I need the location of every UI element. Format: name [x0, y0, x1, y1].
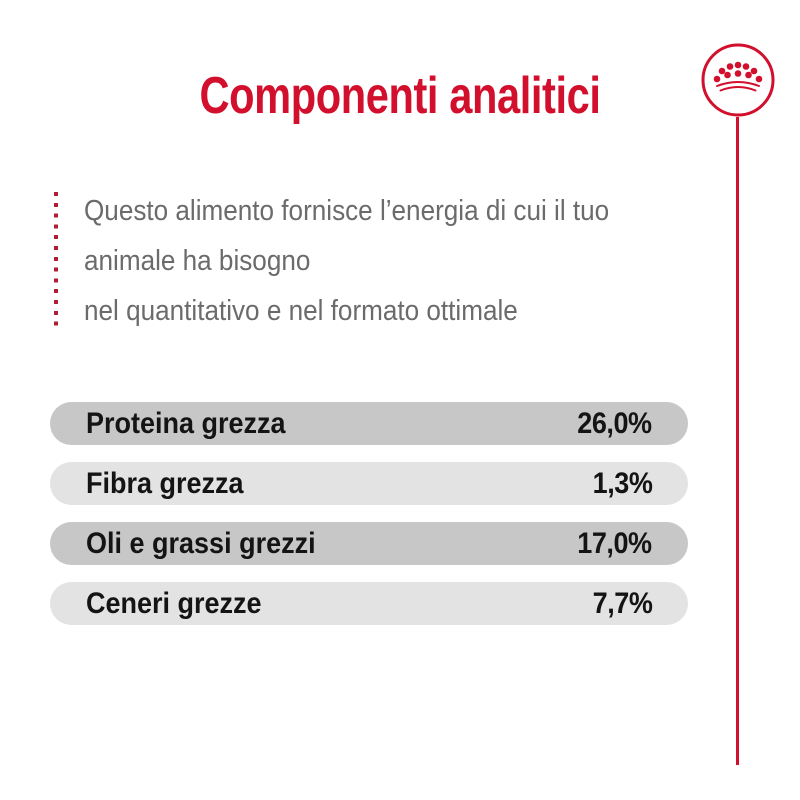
intro-line: nel quantitativo e nel formato ottimale [84, 295, 518, 327]
analytical-components-table: Proteina grezza 26,0% Fibra grezza 1,3% … [50, 402, 688, 642]
row-value: 7,7% [592, 586, 652, 620]
table-row: Fibra grezza 1,3% [50, 462, 688, 505]
intro-line: animale ha bisogno [84, 245, 311, 277]
royal-canin-crown-logo-icon [701, 43, 775, 117]
table-row: Oli e grassi grezzi 17,0% [50, 522, 688, 565]
row-value: 26,0% [577, 406, 653, 440]
intro-paragraph: Questo alimento fornisce l’energia di cu… [84, 186, 609, 336]
row-label: Proteina grezza [86, 406, 286, 440]
row-value: 17,0% [577, 526, 653, 560]
row-label: Oli e grassi grezzi [86, 526, 316, 560]
table-row: Proteina grezza 26,0% [50, 402, 688, 445]
table-row: Ceneri grezze 7,7% [50, 582, 688, 625]
row-label: Fibra grezza [86, 466, 244, 500]
intro-line: Questo alimento fornisce l’energia di cu… [84, 195, 610, 227]
vertical-red-rule [736, 117, 739, 765]
row-label: Ceneri grezze [86, 586, 262, 620]
page-title: Componenti analitici [199, 67, 601, 125]
row-value: 1,3% [592, 466, 652, 500]
dotted-rule [54, 192, 58, 326]
